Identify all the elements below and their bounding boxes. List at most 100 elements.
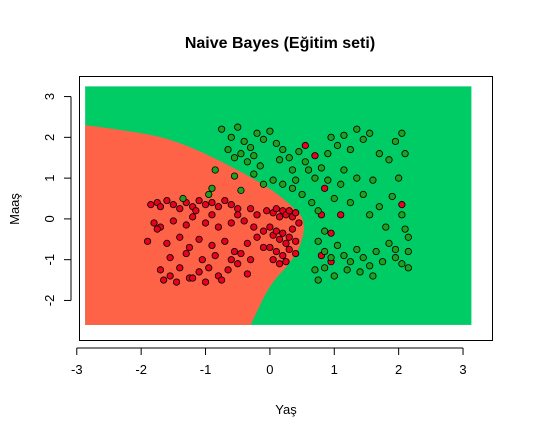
data-point-series-1 xyxy=(304,166,313,174)
data-point-series-1 xyxy=(259,180,268,188)
data-point-series-0 xyxy=(234,260,242,268)
data-point-series-1 xyxy=(279,145,287,154)
data-point-series-1 xyxy=(333,141,342,150)
data-point-series-1 xyxy=(208,184,216,192)
data-point-series-1 xyxy=(321,264,329,272)
data-point-series-1 xyxy=(327,133,335,141)
data-point-series-0 xyxy=(295,219,303,227)
data-point-series-1 xyxy=(337,180,345,188)
y-tick-label: 1 xyxy=(42,175,57,182)
data-point-series-0 xyxy=(160,276,168,284)
data-point-series-0 xyxy=(147,201,155,209)
data-point-series-0 xyxy=(221,196,229,205)
data-point-series-1 xyxy=(243,158,251,166)
data-point-series-0 xyxy=(208,198,216,207)
data-point-series-1 xyxy=(343,266,351,274)
data-point-series-0 xyxy=(143,237,152,245)
data-point-series-1 xyxy=(240,137,248,146)
data-point-series-0 xyxy=(301,141,309,150)
data-point-series-1 xyxy=(311,266,319,274)
data-point-series-1 xyxy=(269,176,277,184)
data-point-series-0 xyxy=(192,207,200,215)
data-point-series-1 xyxy=(330,194,338,203)
data-point-series-1 xyxy=(246,143,255,152)
data-point-series-0 xyxy=(169,217,177,225)
data-point-series-1 xyxy=(385,239,393,247)
x-tick-label: 1 xyxy=(331,362,338,377)
data-point-series-1 xyxy=(327,254,335,262)
chart-title: Naive Bayes (Eğitim seti) xyxy=(185,35,375,52)
data-point-series-1 xyxy=(279,180,287,188)
data-point-series-0 xyxy=(279,229,287,237)
data-point-series-1 xyxy=(385,156,393,164)
data-point-series-0 xyxy=(189,274,197,282)
data-point-series-1 xyxy=(340,252,348,260)
data-point-series-1 xyxy=(353,174,361,182)
data-point-series-0 xyxy=(153,225,161,233)
data-point-series-1 xyxy=(314,207,322,215)
data-point-series-1 xyxy=(266,127,274,135)
data-point-series-0 xyxy=(208,241,216,249)
data-point-series-0 xyxy=(259,243,268,252)
data-point-series-0 xyxy=(156,266,165,274)
data-point-series-1 xyxy=(398,211,406,219)
data-point-series-0 xyxy=(285,207,293,215)
data-point-series-0 xyxy=(195,196,203,205)
plot-area xyxy=(79,76,493,341)
data-point-series-1 xyxy=(234,123,242,131)
data-point-series-0 xyxy=(240,217,248,225)
data-point-series-0 xyxy=(288,225,297,233)
data-point-series-1 xyxy=(398,129,406,137)
data-point-series-1 xyxy=(253,129,261,137)
data-point-series-0 xyxy=(201,219,210,227)
data-point-series-0 xyxy=(176,264,184,272)
y-tick-label: 2 xyxy=(42,134,57,141)
data-point-series-1 xyxy=(218,125,226,133)
data-point-series-1 xyxy=(301,158,309,166)
data-point-series-0 xyxy=(282,258,290,266)
data-point-series-0 xyxy=(272,247,280,256)
data-point-series-1 xyxy=(346,198,354,207)
data-point-series-1 xyxy=(314,237,322,245)
data-point-series-0 xyxy=(182,249,190,258)
data-point-series-1 xyxy=(375,150,383,158)
data-point-series-0 xyxy=(285,233,293,241)
data-point-series-1 xyxy=(230,172,239,180)
data-point-series-0 xyxy=(266,243,274,252)
y-axis: -2 -1 0 1 2 3 xyxy=(42,93,72,307)
data-point-series-1 xyxy=(372,247,380,256)
data-point-series-1 xyxy=(295,148,303,156)
data-point-series-1 xyxy=(369,176,377,184)
data-point-series-0 xyxy=(176,233,184,241)
data-point-series-1 xyxy=(230,154,239,162)
data-point-series-0 xyxy=(337,211,345,219)
data-point-series-1 xyxy=(391,254,400,262)
data-point-series-0 xyxy=(198,256,206,264)
data-point-series-1 xyxy=(211,166,219,174)
data-point-series-0 xyxy=(205,264,213,272)
data-point-series-0 xyxy=(292,237,300,245)
data-point-series-1 xyxy=(388,192,396,201)
data-point-series-1 xyxy=(369,272,377,280)
data-points xyxy=(143,123,412,286)
y-tick-label: -2 xyxy=(42,295,57,307)
data-point-series-1 xyxy=(298,190,306,199)
data-point-series-1 xyxy=(356,268,364,276)
data-point-series-0 xyxy=(246,256,255,264)
data-point-series-1 xyxy=(404,264,412,272)
data-point-series-1 xyxy=(346,258,354,266)
data-point-series-0 xyxy=(214,223,223,231)
data-point-series-0 xyxy=(282,239,290,247)
data-point-series-0 xyxy=(185,243,194,252)
data-point-series-0 xyxy=(275,235,284,243)
data-point-series-1 xyxy=(224,145,232,154)
data-point-series-1 xyxy=(237,150,245,158)
x-tick-label: 0 xyxy=(266,362,273,377)
data-point-series-1 xyxy=(314,276,322,284)
data-point-series-0 xyxy=(243,239,251,247)
y-axis-label: Maaş xyxy=(7,193,22,225)
data-point-series-0 xyxy=(275,260,284,268)
data-point-series-1 xyxy=(275,156,284,164)
data-point-series-0 xyxy=(195,268,203,276)
data-point-series-0 xyxy=(221,237,229,245)
